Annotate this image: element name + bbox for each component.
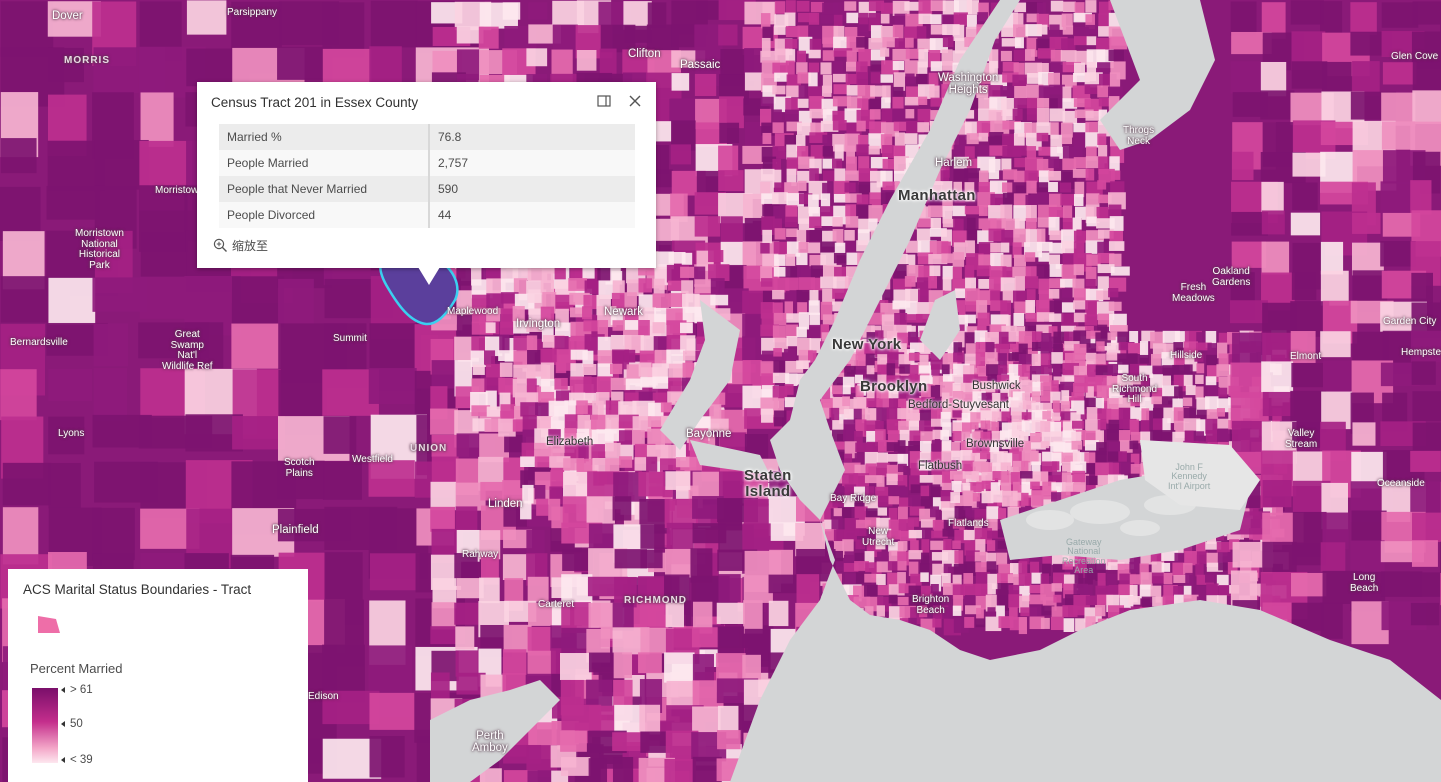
table-row: Married % 76.8 <box>219 124 635 150</box>
popup-title: Census Tract 201 in Essex County <box>211 95 419 110</box>
attribute-value: 2,757 <box>429 150 635 176</box>
attribute-table: Married % 76.8 People Married 2,757 Peop… <box>219 124 635 228</box>
attribute-value: 44 <box>429 202 635 228</box>
table-row: People Married 2,757 <box>219 150 635 176</box>
attribute-key: People Divorced <box>219 202 430 228</box>
close-icon[interactable] <box>627 93 643 109</box>
map-legend: ACS Marital Status Boundaries - Tract Pe… <box>8 569 308 782</box>
zoom-to-label: 缩放至 <box>232 239 269 253</box>
attribute-key: People that Never Married <box>219 176 430 202</box>
ramp-tick-mid: 50 <box>61 718 83 730</box>
attribute-key: People Married <box>219 150 430 176</box>
legend-field-label: Percent Married <box>30 661 123 676</box>
table-row: People that Never Married 590 <box>219 176 635 202</box>
table-row: People Divorced 44 <box>219 202 635 228</box>
zoom-in-icon <box>213 238 227 252</box>
dock-icon[interactable] <box>597 94 611 108</box>
attribute-value: 76.8 <box>429 124 635 150</box>
popup-pointer <box>418 267 440 285</box>
polygon-symbol-icon <box>38 616 60 633</box>
color-ramp <box>32 688 58 763</box>
legend-title: ACS Marital Status Boundaries - Tract <box>23 582 252 597</box>
zoom-to-button[interactable]: 缩放至 <box>213 237 268 254</box>
ramp-tick-low: < 39 <box>61 754 93 766</box>
attribute-key: Married % <box>219 124 430 150</box>
ramp-tick-high: > 61 <box>61 684 93 696</box>
feature-popup: Census Tract 201 in Essex County Married… <box>197 82 656 268</box>
attribute-value: 590 <box>429 176 635 202</box>
